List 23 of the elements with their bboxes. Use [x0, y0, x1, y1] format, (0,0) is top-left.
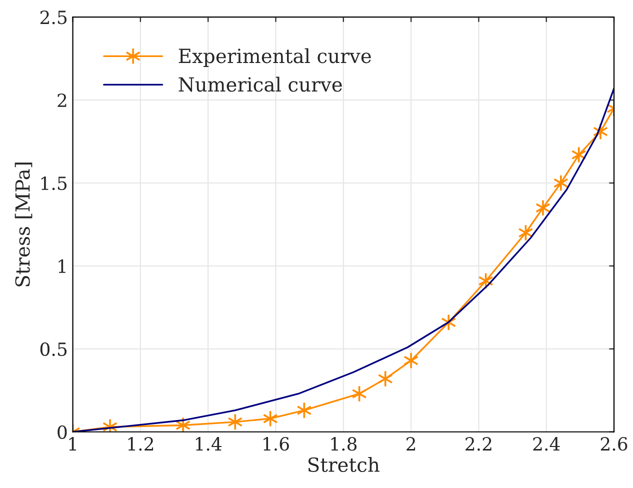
point — [553, 174, 568, 192]
point — [404, 352, 419, 370]
x-tick-label: 2.6 — [600, 437, 628, 451]
x-tick-label: 1.4 — [196, 437, 222, 451]
x-tick-label: 1 — [69, 437, 76, 450]
x-tick-label: 1.8 — [331, 437, 357, 451]
x-tick-label: 2.4 — [533, 437, 560, 451]
y-tick-label: 1 — [58, 259, 66, 273]
x-tick-label: 2 — [406, 437, 416, 450]
y-tick-label: 0 — [58, 425, 67, 439]
y-tick-label: 0.5 — [40, 342, 67, 356]
y-tick-label: 1.5 — [41, 176, 67, 190]
x-tick-label: 1.2 — [128, 437, 154, 451]
point — [176, 416, 191, 432]
x-tick-label: 1.6 — [264, 437, 289, 451]
x-axis-title: Stretch — [308, 456, 380, 472]
y-tick-label: 2.5 — [40, 10, 67, 24]
y-axis-title: Stress [MPa] — [14, 162, 32, 286]
legend-label: Experimental curve — [178, 48, 371, 68]
x-tick-label: 2.2 — [466, 437, 492, 451]
y-tick-label: 2 — [58, 94, 66, 107]
legend-label: Numerical curve — [178, 76, 342, 92]
point — [535, 199, 550, 216]
